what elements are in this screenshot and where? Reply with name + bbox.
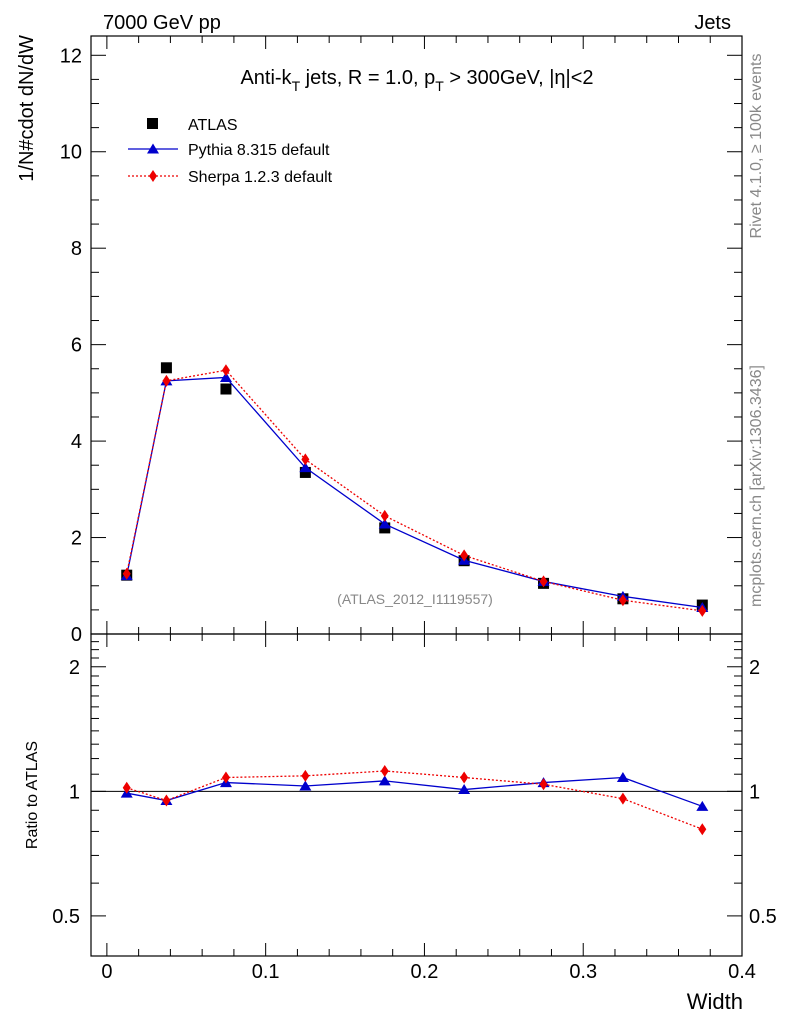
sherpa-ratio-line: [126, 770, 703, 830]
sherpa-main-line: [126, 369, 703, 612]
ratio-y-tick-label-right: 0.5: [749, 906, 777, 928]
sherpa-main-point: [460, 549, 469, 562]
pythia-ratio-point: [458, 784, 471, 795]
legend-sherpa-label: Sherpa 1.2.3 default: [188, 169, 333, 186]
x-tick-label: 0.3: [569, 961, 597, 983]
pythia-ratio-point: [696, 800, 709, 811]
sherpa-main-point: [122, 567, 131, 580]
sherpa-ratio-point: [698, 823, 707, 836]
sherpa-main-point: [221, 364, 230, 377]
x-tick-label: 0.2: [411, 961, 439, 983]
sherpa-main-point: [380, 509, 389, 522]
sherpa-main-point: [301, 453, 310, 466]
ratio-y-tick-label: 2: [69, 657, 80, 679]
main-y-tick-label: 8: [71, 238, 82, 260]
sherpa-ratio-point: [618, 792, 627, 805]
main-y-tick-label: 10: [60, 142, 82, 164]
atlas-main-point: [220, 383, 232, 395]
main-y-tick-label: 2: [71, 528, 82, 550]
sherpa-main-point: [618, 594, 627, 607]
sherpa-main-point: [698, 604, 707, 617]
header-left: 7000 GeV pp: [103, 12, 221, 34]
sherpa-ratio-point: [539, 778, 548, 791]
legend-pythia-label: Pythia 8.315 default: [188, 142, 330, 159]
pythia-ratio-point: [616, 772, 629, 783]
ratio-panel-frame: [90, 633, 743, 957]
sherpa-ratio-point: [301, 769, 310, 782]
pythia-main-line: [126, 376, 703, 609]
legend-atlas-marker: [147, 118, 158, 129]
main-y-axis-title: 1/N#cdot dN/dW: [16, 35, 38, 182]
main-y-tick-label: 12: [60, 45, 82, 67]
x-axis-title: Width: [687, 989, 743, 1014]
x-tick-label: 0.1: [252, 961, 280, 983]
sherpa-main-point: [162, 374, 171, 387]
legend-atlas-label: ATLAS: [188, 117, 238, 134]
legend: ATLAS Pythia 8.315 default Sherpa 1.2.3 …: [128, 117, 333, 186]
pythia-main-point: [378, 518, 391, 529]
main-y-tick-label: 6: [71, 335, 82, 357]
pythia-ratio-point: [299, 780, 312, 791]
plot-title: Anti-kT jets, R = 1.0, pT > 300GeV, |η|<…: [240, 67, 593, 94]
sherpa-main-point: [539, 575, 548, 588]
sherpa-ratio-point: [460, 771, 469, 784]
ratio-y-tick-label-right: 2: [749, 657, 760, 679]
ratio-y-axis-title: Ratio to ATLAS: [24, 741, 41, 849]
atlas-main-point: [299, 466, 311, 478]
atlas-main-point: [160, 362, 172, 374]
mcplots-label: mcplots.cern.ch [arXiv:1306.3436]: [748, 365, 765, 607]
ratio-y-tick-label-right: 1: [749, 781, 760, 803]
sherpa-ratio-point: [380, 764, 389, 777]
rivet-label: Rivet 4.1.0, ≥ 100k events: [748, 54, 765, 239]
main-y-tick-label: 4: [71, 431, 82, 453]
sherpa-ratio-point: [162, 794, 171, 807]
pythia-main-point: [219, 371, 232, 382]
ratio-y-tick-label: 1: [69, 781, 80, 803]
pythia-ratio-point: [378, 775, 391, 786]
main-y-tick-label: 0: [71, 624, 82, 646]
legend-sherpa-marker: [149, 170, 157, 182]
legend-pythia-marker: [147, 143, 159, 154]
sherpa-ratio-point: [221, 771, 230, 784]
pythia-ratio-line: [126, 776, 703, 807]
sherpa-ratio-point: [122, 781, 131, 794]
pythia-main-point: [299, 462, 312, 473]
header-right: Jets: [694, 12, 731, 34]
data-series: [120, 362, 709, 836]
analysis-watermark: (ATLAS_2012_I1119557): [337, 591, 493, 607]
ratio-y-tick-label: 0.5: [52, 906, 80, 928]
x-tick-label: 0: [101, 961, 112, 983]
x-tick-label: 0.4: [728, 961, 756, 983]
